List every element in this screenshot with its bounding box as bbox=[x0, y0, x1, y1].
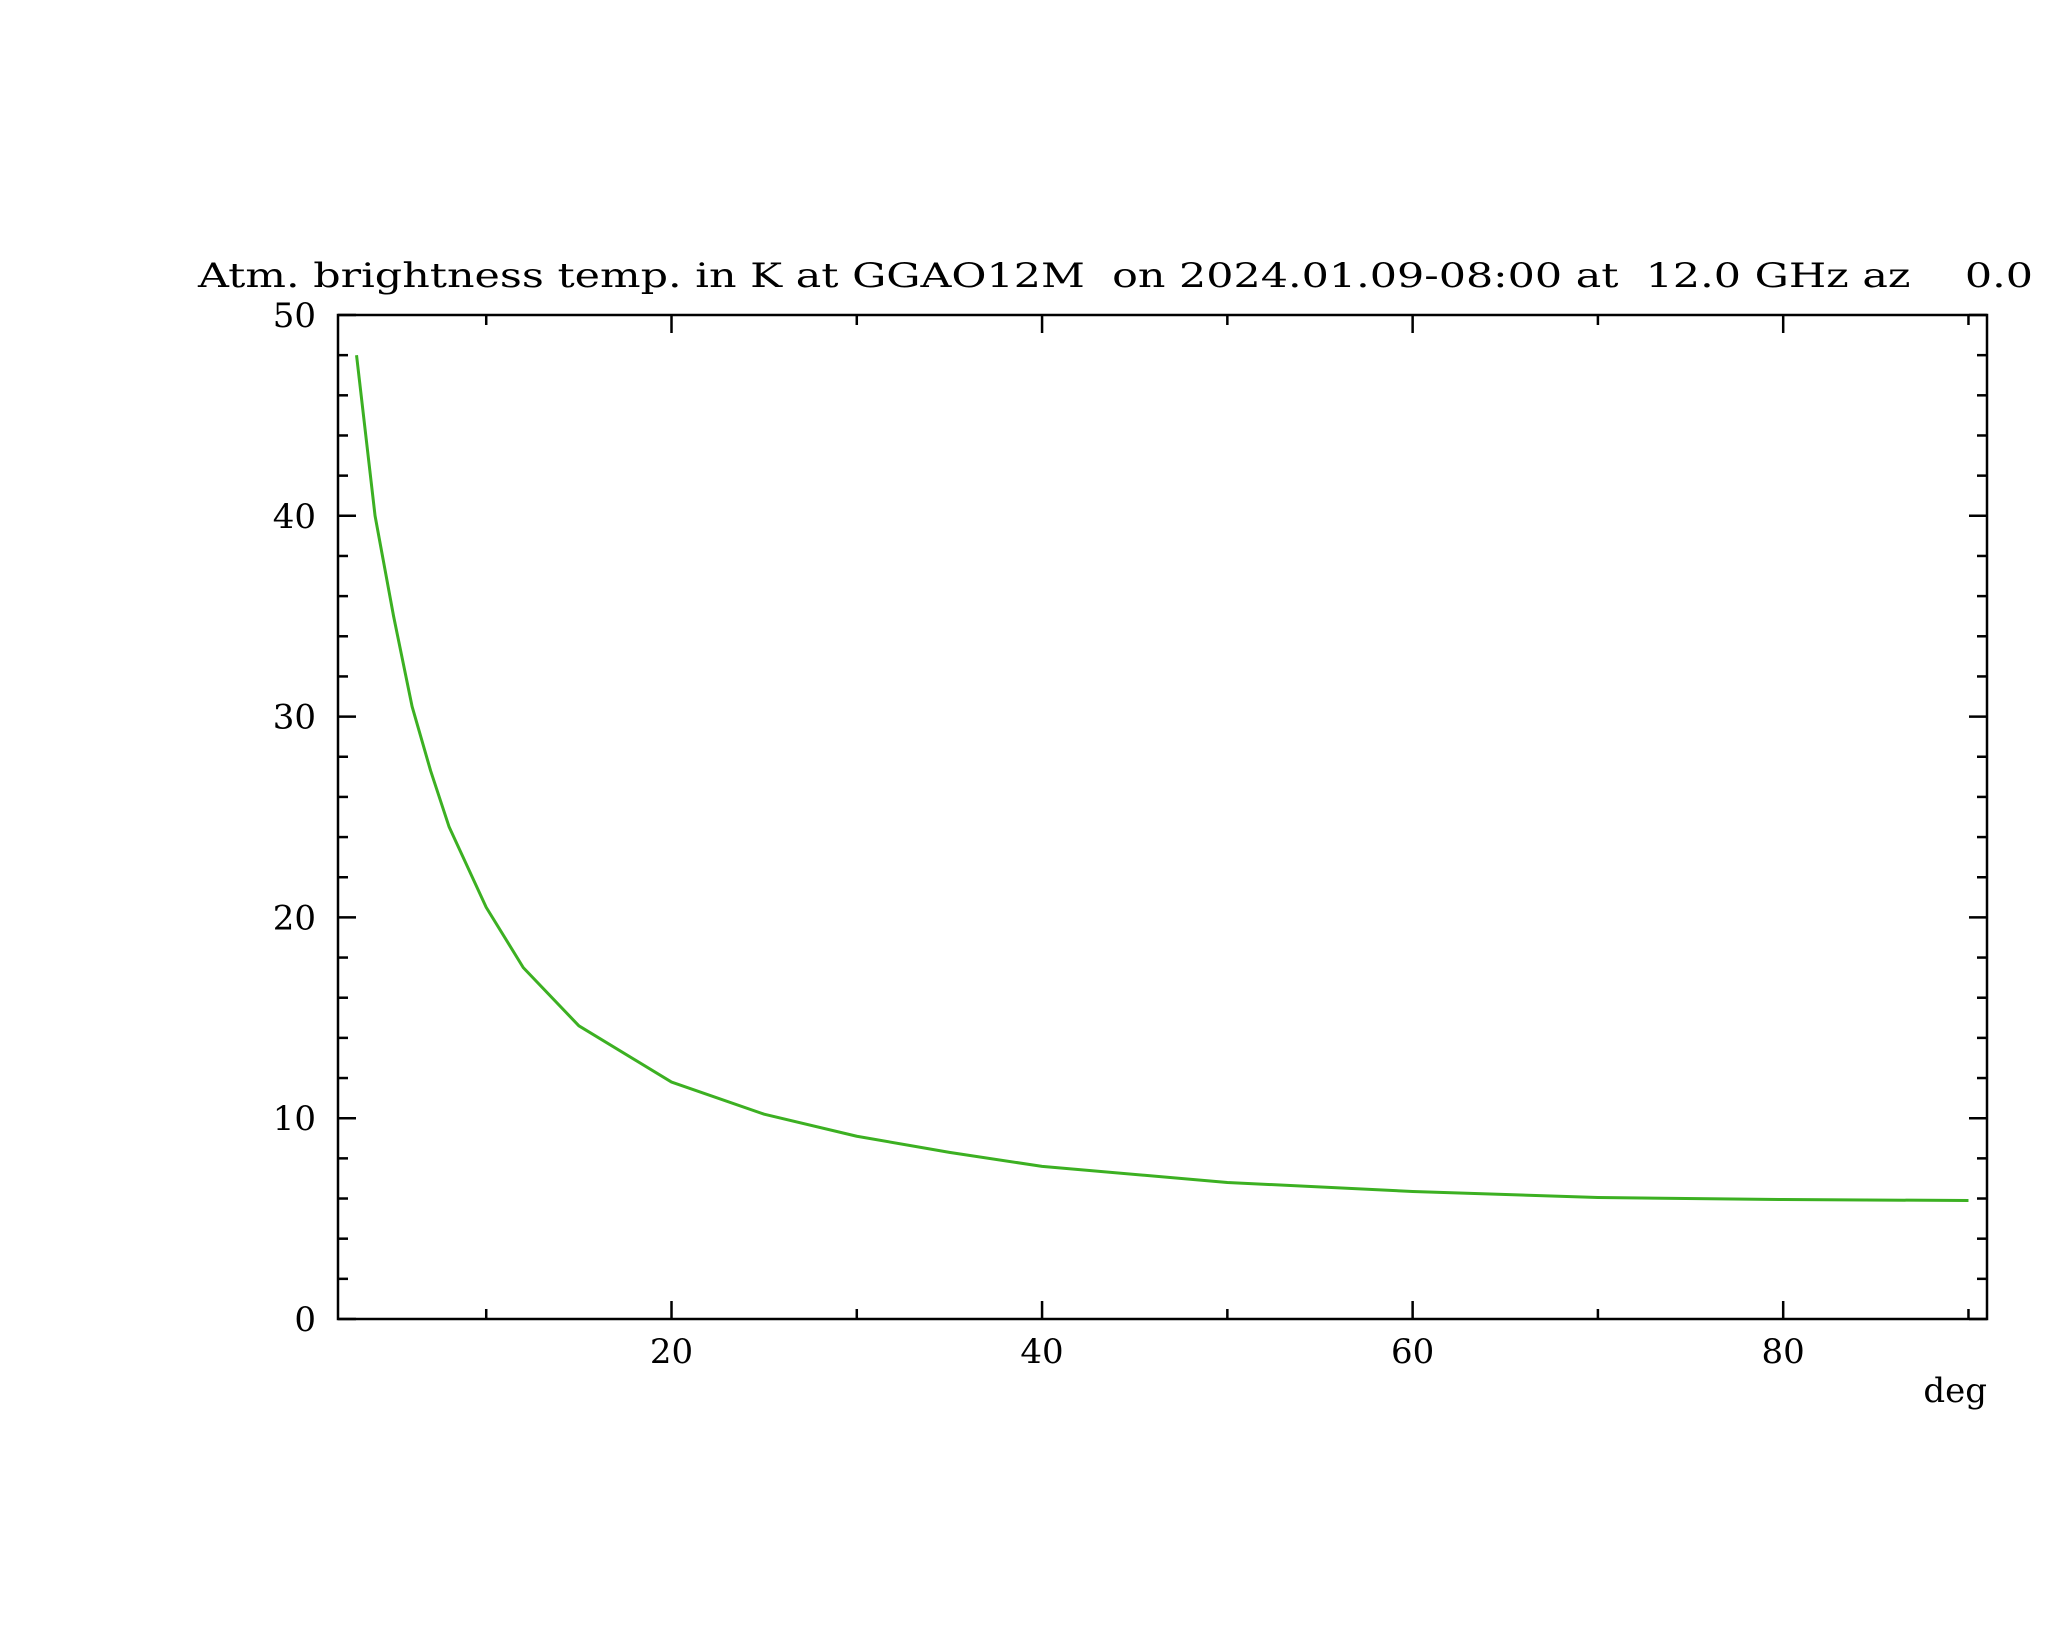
y-tick-label: 10 bbox=[273, 1099, 316, 1139]
line-series bbox=[355, 354, 1969, 1203]
x-tick-label: 40 bbox=[1020, 1332, 1063, 1372]
x-tick-label: 80 bbox=[1762, 1332, 1805, 1372]
x-tick-label: 60 bbox=[1391, 1332, 1434, 1372]
y-tick-label: 30 bbox=[273, 698, 316, 738]
y-tick-label: 0 bbox=[294, 1300, 316, 1340]
x-tick-label: 20 bbox=[650, 1332, 693, 1372]
y-tick-label: 20 bbox=[273, 898, 316, 938]
y-tick-label: 40 bbox=[273, 497, 316, 537]
chart-title: Atm. brightness temp. in K at GGAO12M on… bbox=[197, 256, 2033, 296]
plot-frame bbox=[336, 313, 1989, 1321]
x-axis-label: deg bbox=[1923, 1371, 1987, 1411]
y-tick-label: 50 bbox=[273, 296, 316, 336]
